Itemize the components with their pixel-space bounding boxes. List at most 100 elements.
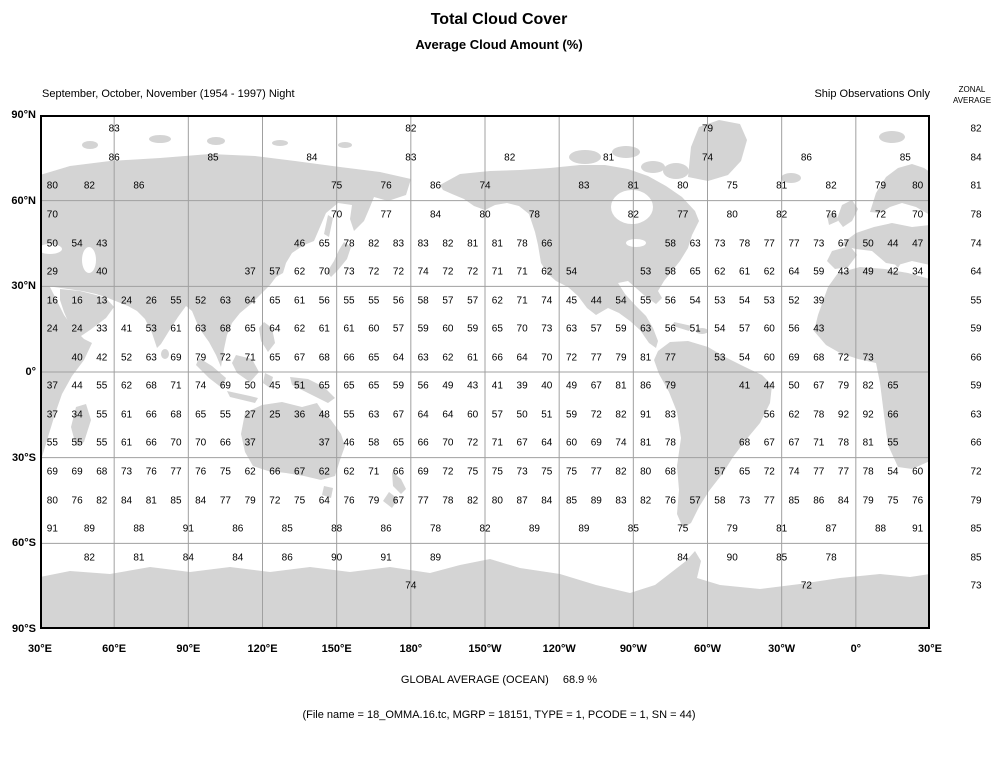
cloud-amount-value: 67 [516,437,528,449]
cloud-amount-value: 82 [479,523,491,535]
cloud-amount-value: 83 [392,238,405,249]
cloud-amount-value: 65 [195,409,207,421]
cloud-amount-value: 58 [714,495,726,506]
cloud-amount-value: 89 [429,552,442,564]
cloud-amount-value: 74 [615,437,627,449]
cloud-amount-value: 68 [813,352,825,364]
cloud-amount-value: 51 [541,409,553,421]
cloud-amount-value: 55 [96,409,108,421]
cloud-amount-value: 81 [603,152,615,164]
cloud-amount-value: 80 [640,466,652,478]
cloud-amount-value: 83 [417,238,429,249]
cloud-amount-value: 64 [516,352,528,364]
cloud-amount-value: 82 [442,238,454,249]
cloud-amount-value: 57 [467,295,479,307]
cloud-amount-value: 42 [96,352,108,364]
cloud-amount-value: 61 [120,409,133,421]
cloud-amount-value: 62 [442,352,454,364]
cloud-amount-value: 33 [96,323,108,335]
cloud-amount-value: 54 [887,466,899,478]
cloud-amount-value: 82 [615,466,627,478]
cloud-amount-value: 81 [467,238,479,249]
cloud-amount-value: 77 [590,352,602,364]
global-average-line: GLOBAL AVERAGE (OCEAN) 68.9 % [0,674,998,686]
cloud-amount-value: 82 [825,180,837,192]
cloud-amount-value: 66 [145,409,157,421]
cloud-amount-value: 76 [343,495,355,506]
cloud-amount-value: 77 [788,238,800,249]
cloud-amount-value: 46 [294,238,306,249]
cloud-amount-value: 65 [244,323,256,335]
cloud-amount-value: 76 [912,495,924,506]
cloud-amount-value: 57 [491,409,503,421]
cloud-amount-value: 83 [405,152,417,164]
cloud-amount-value: 53 [640,266,652,278]
cloud-amount-value: 72 [565,352,578,364]
cloud-amount-value: 86 [640,380,652,392]
cloud-amount-value: 65 [343,380,355,392]
cloud-amount-value: 61 [739,266,751,278]
cloud-amount-value: 75 [541,466,553,478]
cloud-amount-value: 68 [219,323,231,335]
cloud-amount-value: 26 [145,295,157,307]
cloud-amount-value: 63 [640,323,652,335]
cloud-amount-value: 60 [442,323,454,335]
cloud-amount-value: 88 [133,523,145,535]
cloud-amount-value: 85 [565,495,578,506]
cloud-amount-value: 66 [392,466,405,478]
cloud-amount-value: 91 [182,523,194,535]
cloud-amount-value: 63 [195,323,207,335]
cloud-amount-value: 74 [541,295,553,307]
cloud-amount-value: 66 [219,437,231,449]
y-axis-label: 90°N [11,109,36,121]
cloud-amount-value: 73 [516,466,528,478]
zonal-average-value: 73 [970,580,982,592]
cloud-amount-value: 85 [207,152,219,164]
cloud-amount-value: 62 [294,266,306,278]
cloud-amount-value: 70 [46,209,58,221]
cloud-amount-value: 71 [491,266,503,278]
cloud-amount-value: 79 [244,495,256,506]
cloud-amount-value: 50 [516,409,528,421]
cloud-amount-value: 81 [776,523,788,535]
cloud-amount-value: 86 [133,180,145,192]
cloud-amount-value: 71 [516,266,528,278]
cloud-amount-value: 79 [874,180,887,192]
cloud-amount-value: 56 [788,323,800,335]
cloud-amount-value: 52 [120,352,133,364]
y-axis-label: 30°S [12,451,36,464]
cloud-amount-value: 83 [664,409,676,421]
cloud-amount-value: 52 [788,295,800,307]
cloud-amount-value: 84 [677,552,689,564]
cloud-amount-value: 74 [479,180,491,192]
cloud-amount-value: 81 [133,552,145,564]
cloud-amount-value: 61 [294,295,306,307]
cloud-amount-value: 69 [590,437,602,449]
cloud-amount-value: 80 [491,495,503,506]
cloud-amount-value: 86 [813,495,825,506]
season-period-label: September, October, November (1954 - 199… [42,88,295,100]
cloud-amount-value: 62 [120,380,133,392]
cloud-amount-value: 82 [862,380,874,392]
cloud-amount-value: 44 [763,380,775,392]
cloud-amount-value: 54 [565,266,578,278]
cloud-amount-value: 66 [887,409,899,421]
cloud-amount-value: 87 [516,495,528,506]
cloud-amount-value: 65 [887,380,899,392]
cloud-amount-value: 72 [219,352,231,364]
cloud-amount-value: 70 [195,437,207,449]
cloud-amount-value: 82 [615,409,627,421]
cloud-amount-value: 62 [788,409,800,421]
cloud-amount-value: 55 [96,380,108,392]
zonal-average-value: 79 [970,495,982,506]
cloud-amount-value: 61 [120,437,133,449]
cloud-amount-value: 84 [837,495,850,506]
cloud-amount-value: 49 [442,380,454,392]
cloud-amount-value: 79 [615,352,627,364]
cloud-amount-value: 61 [343,323,355,335]
cloud-amount-value: 90 [331,552,343,564]
cloud-amount-value: 77 [664,352,676,364]
cloud-amount-value: 84 [120,495,133,506]
cloud-amount-value: 81 [491,238,503,249]
cloud-amount-value: 54 [71,238,83,249]
